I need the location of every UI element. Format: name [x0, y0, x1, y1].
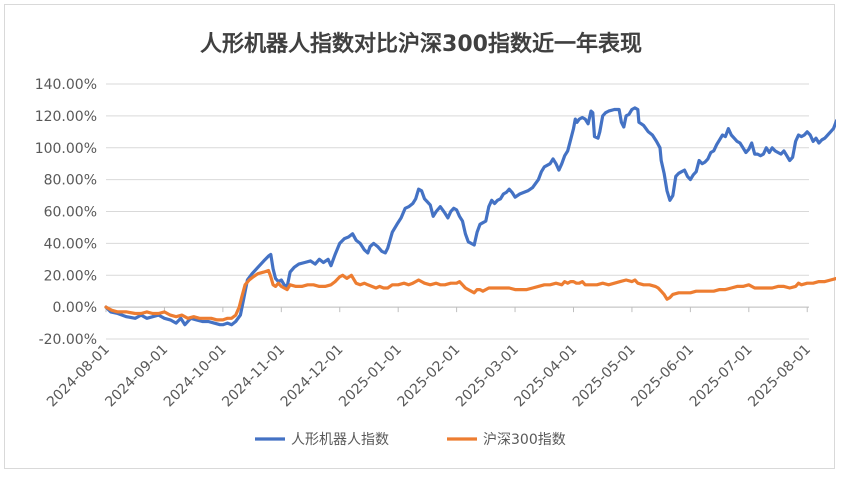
- y-tick-label: 0.00%: [53, 300, 97, 316]
- chart-frame: 人形机器人指数对比沪深300指数近一年表现 -20.00% 0.00% 20.00%…: [4, 4, 836, 469]
- line-chart: 人形机器人指数对比沪深300指数近一年表现 -20.00% 0.00% 20.00%…: [35, 31, 836, 448]
- y-tick-label: 140.00%: [35, 77, 97, 93]
- y-tick-label: 80.00%: [44, 173, 97, 189]
- y-tick-label: 120.00%: [35, 109, 97, 125]
- y-tick-label: 40.00%: [44, 236, 97, 252]
- x-axis-ticks: 2024-08-012024-09-012024-10-012024-11-01…: [44, 307, 814, 410]
- series-lines: [104, 106, 836, 327]
- y-tick-label: 60.00%: [44, 205, 97, 221]
- series-line-1: [104, 268, 836, 322]
- y-tick-label: 100.00%: [35, 141, 97, 157]
- x-tick-label: 2025-08-01: [745, 342, 814, 411]
- chart-title: 人形机器人指数对比沪深300指数近一年表现: [200, 31, 642, 57]
- y-tick-label: -20.00%: [39, 332, 97, 348]
- legend-label-1: 沪深300指数: [483, 432, 566, 448]
- legend-label-0: 人形机器人指数: [291, 432, 389, 448]
- y-axis-ticks: -20.00% 0.00% 20.00% 40.00% 60.00% 80.00% 100.…: [35, 77, 97, 348]
- series-line-0: [104, 106, 836, 327]
- legend: 人形机器人指数 沪深300指数: [255, 432, 566, 448]
- y-tick-label: 20.00%: [44, 268, 97, 284]
